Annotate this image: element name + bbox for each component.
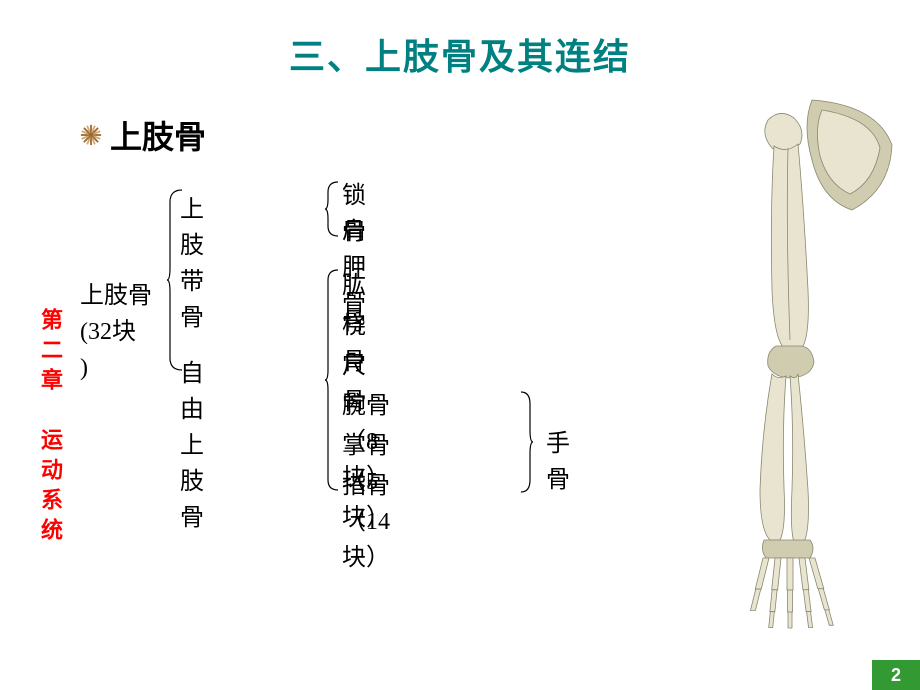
hand-label: 手骨 xyxy=(546,426,570,498)
bullet-icon xyxy=(80,124,102,146)
bracket-hand xyxy=(518,389,536,495)
bracket-branch2 xyxy=(325,267,341,493)
subtitle: 上肢骨 xyxy=(110,112,206,158)
branch2: 自由上肢骨 xyxy=(180,356,204,536)
root-node: 上肢骨 (32块 ) xyxy=(80,278,170,386)
bracket-branch1 xyxy=(325,179,341,239)
leaf-phalanges: 指骨（14块） xyxy=(342,468,390,576)
subtitle-row: 上肢骨 xyxy=(80,112,206,158)
root-line1: 上肢骨 xyxy=(80,278,170,314)
slide-title: 三、上肢骨及其连结 xyxy=(0,0,920,80)
upper-limb-bone-illustration xyxy=(702,90,902,650)
page-number: 2 xyxy=(872,660,920,690)
root-line2: (32块 xyxy=(80,314,170,350)
root-line3: ) xyxy=(80,350,170,386)
branch1: 上肢带骨 xyxy=(180,192,204,336)
chapter-label: 第二章 运动系统 xyxy=(34,308,66,548)
